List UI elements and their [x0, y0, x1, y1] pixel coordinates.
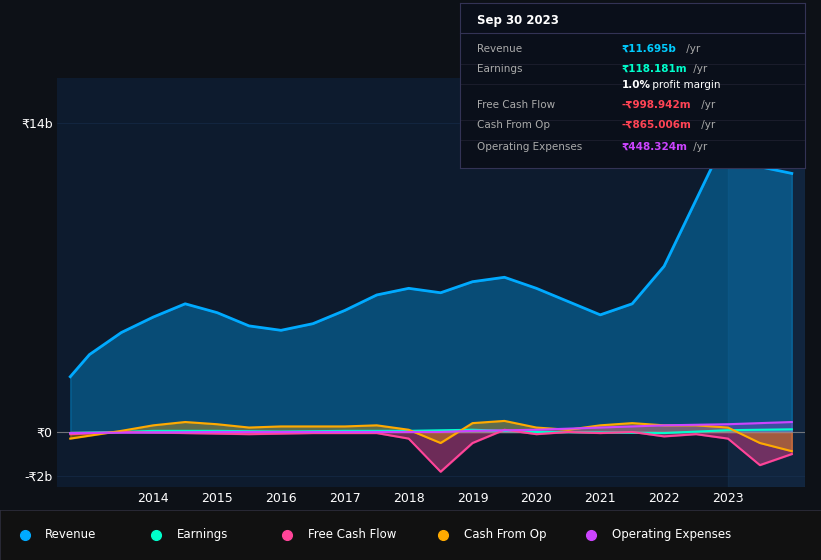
Text: ₹118.181m: ₹118.181m — [621, 64, 687, 74]
Text: Earnings: Earnings — [477, 64, 522, 74]
Text: Earnings: Earnings — [177, 528, 228, 542]
Text: /yr: /yr — [682, 44, 699, 54]
Text: Revenue: Revenue — [477, 44, 522, 54]
Text: Cash From Op: Cash From Op — [464, 528, 546, 542]
Text: /yr: /yr — [690, 142, 708, 152]
Text: ₹448.324m: ₹448.324m — [621, 142, 688, 152]
Text: -₹865.006m: -₹865.006m — [621, 120, 692, 130]
Text: Sep 30 2023: Sep 30 2023 — [477, 15, 559, 27]
Text: -₹998.942m: -₹998.942m — [621, 100, 691, 110]
Text: ₹11.695b: ₹11.695b — [621, 44, 677, 54]
Text: 1.0%: 1.0% — [621, 81, 651, 90]
Text: /yr: /yr — [698, 100, 715, 110]
Text: /yr: /yr — [698, 120, 715, 130]
Bar — [728, 78, 805, 487]
Text: Cash From Op: Cash From Op — [477, 120, 550, 130]
Text: Free Cash Flow: Free Cash Flow — [477, 100, 555, 110]
Text: Operating Expenses: Operating Expenses — [477, 142, 582, 152]
Text: Operating Expenses: Operating Expenses — [612, 528, 731, 542]
Text: /yr: /yr — [690, 64, 708, 74]
Text: Free Cash Flow: Free Cash Flow — [308, 528, 397, 542]
Text: Revenue: Revenue — [45, 528, 97, 542]
Text: profit margin: profit margin — [649, 81, 721, 90]
